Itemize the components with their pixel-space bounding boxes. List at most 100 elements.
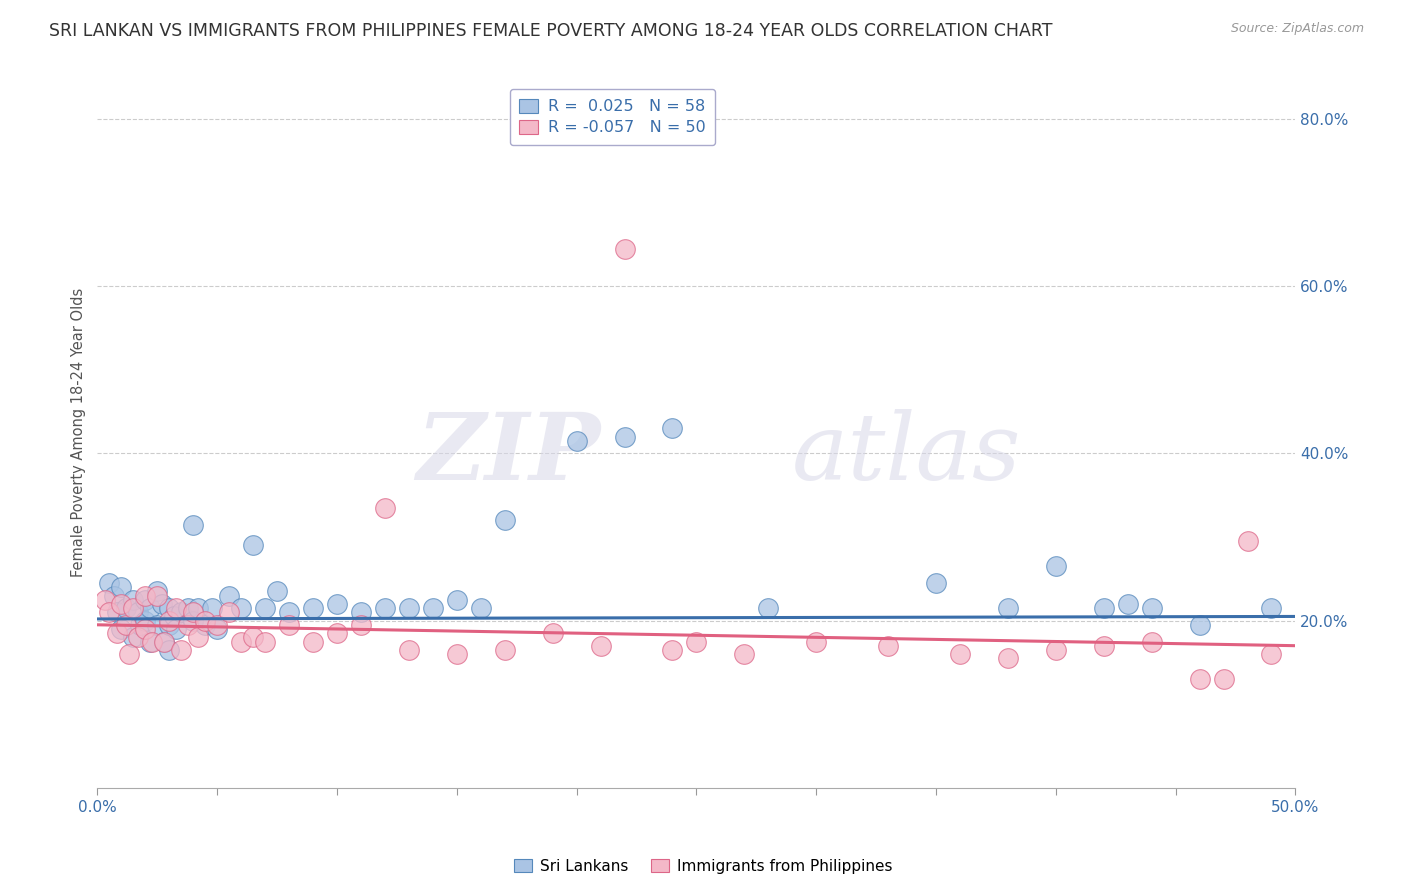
Legend: Sri Lankans, Immigrants from Philippines: Sri Lankans, Immigrants from Philippines bbox=[508, 853, 898, 880]
Point bbox=[134, 622, 156, 636]
Point bbox=[446, 592, 468, 607]
Point bbox=[374, 601, 396, 615]
Point bbox=[685, 634, 707, 648]
Point bbox=[278, 617, 301, 632]
Point bbox=[181, 605, 204, 619]
Point bbox=[122, 592, 145, 607]
Point bbox=[157, 617, 180, 632]
Point bbox=[157, 601, 180, 615]
Point bbox=[177, 617, 200, 632]
Point bbox=[153, 634, 176, 648]
Point bbox=[181, 614, 204, 628]
Point bbox=[350, 617, 373, 632]
Point bbox=[218, 605, 240, 619]
Point bbox=[98, 576, 121, 591]
Point bbox=[446, 647, 468, 661]
Point bbox=[153, 634, 176, 648]
Point bbox=[98, 605, 121, 619]
Point bbox=[1092, 639, 1115, 653]
Text: atlas: atlas bbox=[792, 409, 1022, 499]
Point bbox=[205, 622, 228, 636]
Point bbox=[997, 601, 1019, 615]
Point bbox=[110, 580, 132, 594]
Point bbox=[1140, 634, 1163, 648]
Point bbox=[398, 601, 420, 615]
Point bbox=[756, 601, 779, 615]
Point bbox=[302, 601, 325, 615]
Point bbox=[470, 601, 492, 615]
Point bbox=[134, 589, 156, 603]
Point bbox=[494, 643, 516, 657]
Point bbox=[218, 589, 240, 603]
Point bbox=[1116, 597, 1139, 611]
Point bbox=[205, 617, 228, 632]
Point bbox=[613, 430, 636, 444]
Point bbox=[146, 589, 169, 603]
Point bbox=[105, 605, 128, 619]
Point bbox=[157, 614, 180, 628]
Point bbox=[374, 500, 396, 515]
Point bbox=[129, 617, 152, 632]
Point bbox=[141, 634, 163, 648]
Point bbox=[115, 617, 138, 632]
Point bbox=[229, 634, 252, 648]
Point bbox=[254, 601, 277, 615]
Point bbox=[110, 597, 132, 611]
Point bbox=[1045, 559, 1067, 574]
Point bbox=[1045, 643, 1067, 657]
Text: SRI LANKAN VS IMMIGRANTS FROM PHILIPPINES FEMALE POVERTY AMONG 18-24 YEAR OLDS C: SRI LANKAN VS IMMIGRANTS FROM PHILIPPINE… bbox=[49, 22, 1053, 40]
Y-axis label: Female Poverty Among 18-24 Year Olds: Female Poverty Among 18-24 Year Olds bbox=[72, 288, 86, 577]
Point bbox=[139, 634, 162, 648]
Point bbox=[398, 643, 420, 657]
Point bbox=[1188, 617, 1211, 632]
Point bbox=[422, 601, 444, 615]
Point bbox=[165, 622, 187, 636]
Point bbox=[925, 576, 948, 591]
Point bbox=[187, 631, 209, 645]
Point bbox=[194, 617, 217, 632]
Legend: R =  0.025   N = 58, R = -0.057   N = 50: R = 0.025 N = 58, R = -0.057 N = 50 bbox=[510, 89, 716, 145]
Point bbox=[134, 614, 156, 628]
Point bbox=[1260, 601, 1282, 615]
Point bbox=[302, 634, 325, 648]
Point bbox=[170, 643, 193, 657]
Point bbox=[117, 647, 139, 661]
Text: ZIP: ZIP bbox=[416, 409, 600, 499]
Point bbox=[254, 634, 277, 648]
Point bbox=[949, 647, 972, 661]
Point bbox=[806, 634, 828, 648]
Point bbox=[194, 614, 217, 628]
Point bbox=[266, 584, 288, 599]
Point bbox=[1236, 534, 1258, 549]
Point bbox=[146, 617, 169, 632]
Point bbox=[997, 651, 1019, 665]
Point bbox=[1188, 672, 1211, 686]
Point bbox=[122, 601, 145, 615]
Point bbox=[150, 597, 173, 611]
Point bbox=[103, 589, 125, 603]
Point bbox=[1260, 647, 1282, 661]
Point bbox=[163, 609, 186, 624]
Point bbox=[326, 626, 349, 640]
Point bbox=[170, 605, 193, 619]
Point bbox=[242, 538, 264, 552]
Point bbox=[1212, 672, 1234, 686]
Point bbox=[187, 601, 209, 615]
Point bbox=[110, 622, 132, 636]
Point bbox=[177, 601, 200, 615]
Point bbox=[242, 631, 264, 645]
Point bbox=[127, 631, 149, 645]
Point bbox=[541, 626, 564, 640]
Point bbox=[350, 605, 373, 619]
Point bbox=[165, 601, 187, 615]
Point bbox=[157, 643, 180, 657]
Text: Source: ZipAtlas.com: Source: ZipAtlas.com bbox=[1230, 22, 1364, 36]
Point bbox=[278, 605, 301, 619]
Point bbox=[1140, 601, 1163, 615]
Point bbox=[139, 601, 162, 615]
Point bbox=[127, 605, 149, 619]
Point bbox=[201, 601, 224, 615]
Point bbox=[1092, 601, 1115, 615]
Point bbox=[122, 631, 145, 645]
Point bbox=[146, 584, 169, 599]
